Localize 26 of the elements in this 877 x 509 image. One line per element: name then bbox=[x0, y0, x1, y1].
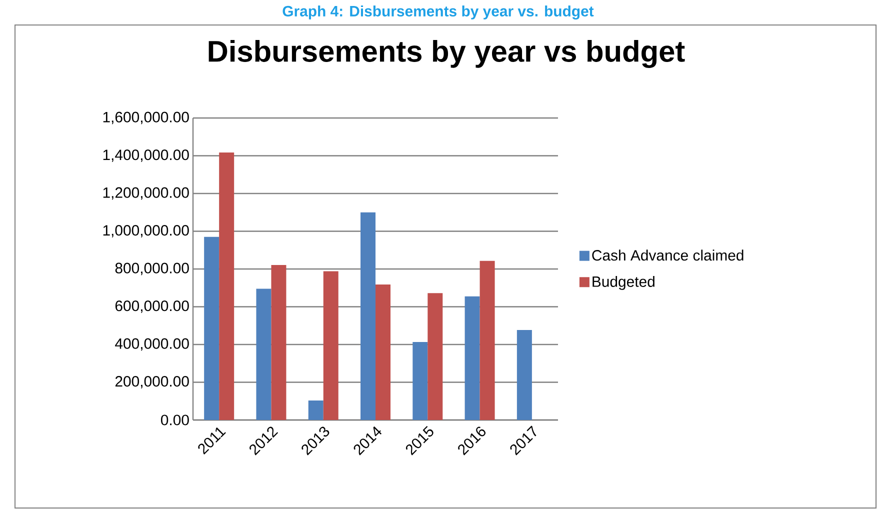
caption: Graph 4: Disbursements by year vs. budget bbox=[282, 6, 594, 20]
legend-label: Cash Advance claimed bbox=[592, 250, 744, 261]
bar bbox=[204, 236, 220, 420]
y-tick-label: 200,000.00 bbox=[115, 376, 189, 388]
y-tick-label: 800,000.00 bbox=[115, 262, 189, 276]
bar bbox=[464, 296, 480, 420]
bar bbox=[412, 342, 428, 420]
legend-label: Budgeted bbox=[592, 276, 654, 290]
bar bbox=[308, 400, 324, 420]
bar bbox=[480, 260, 495, 420]
bar bbox=[256, 288, 272, 420]
bar bbox=[376, 284, 391, 420]
bar bbox=[219, 152, 234, 420]
chart-title: Disbursements by year vs budget bbox=[208, 40, 685, 68]
y-tick-label: 1,200,000.00 bbox=[103, 187, 189, 200]
bar bbox=[428, 293, 443, 420]
y-tick-label: 0.00 bbox=[160, 414, 189, 426]
y-tick-label: 1,000,000.00 bbox=[103, 225, 189, 238]
y-tick-label: 600,000.00 bbox=[115, 300, 189, 313]
bar bbox=[516, 330, 532, 420]
bar bbox=[360, 212, 376, 420]
bar bbox=[271, 265, 286, 420]
y-tick-label: 400,000.00 bbox=[115, 338, 189, 351]
y-tick-label: 1,600,000.00 bbox=[103, 112, 189, 124]
bar bbox=[323, 271, 338, 420]
y-tick-label: 1,400,000.00 bbox=[103, 150, 189, 162]
